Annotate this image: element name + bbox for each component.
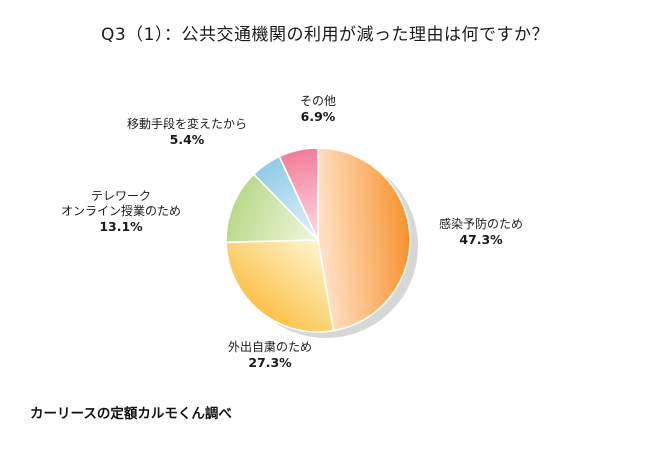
slice-percent-label: 27.3% [248,355,292,370]
pie-slice [317,147,411,332]
pie-slice [225,239,335,333]
slice-label: テレワーク [91,189,151,203]
slice-label: その他 [300,94,336,108]
pie-slice [278,147,319,241]
slice-label: 外出自粛のため [228,340,312,354]
slice-label: 移動手段を変えたから [127,116,247,131]
slice-percent-label: 5.4% [170,132,205,147]
slice-label: 感染予防のため [439,216,523,231]
pie-slice [225,173,320,244]
chart-title: Q3（1）：公共交通機関の利用が減った理由は何ですか？ [100,25,549,45]
slice-percent-label: 47.3% [459,232,503,247]
source-credit: カーリースの定額カルモくん調べ [30,406,232,422]
slice-label: オンライン授業のため [61,203,181,218]
slice-percent-label: 6.9% [301,109,336,124]
slice-percent-label: 13.1% [99,219,143,234]
